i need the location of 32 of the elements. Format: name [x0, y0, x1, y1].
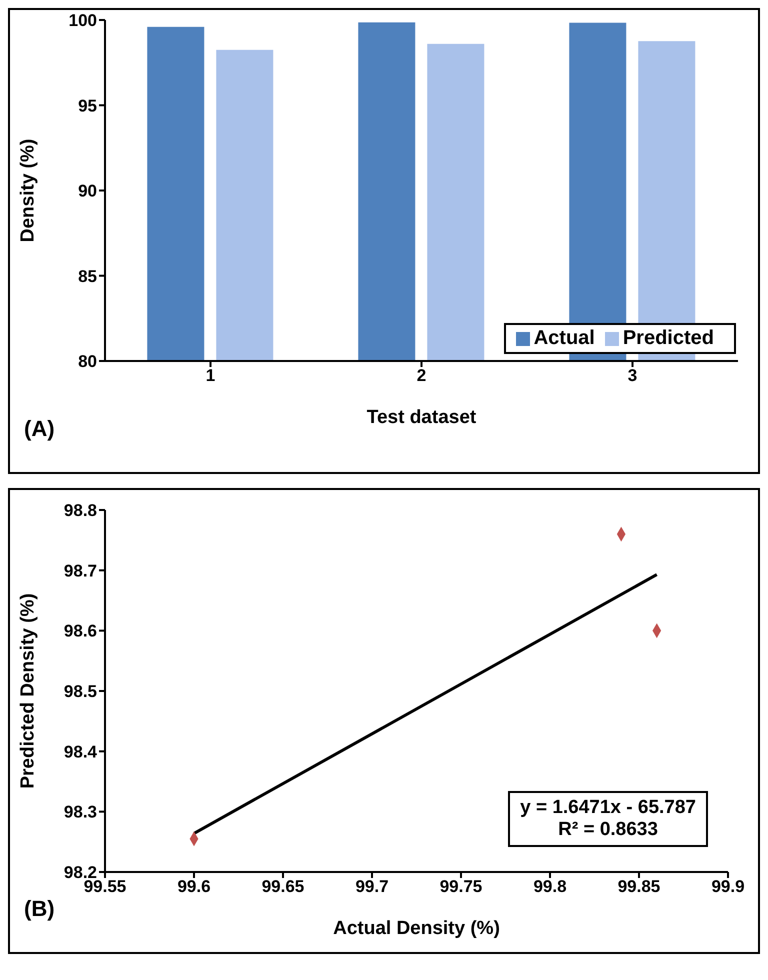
x-tick-label: 99.75: [440, 877, 482, 896]
y-tick-label: 98.5: [64, 682, 97, 702]
y-tick-label: 85: [78, 266, 97, 286]
x-tick-label: 2: [416, 366, 426, 386]
x-tick-label: 99.9: [711, 877, 745, 896]
y-tick-label: 98.4: [64, 742, 98, 762]
annotation: R² = 0.8633: [557, 819, 659, 841]
y-tick-label: 98.6: [64, 622, 97, 641]
legend-label: Actual: [534, 327, 595, 349]
x-tick-label: 99.65: [262, 877, 304, 896]
x-tick-label: 99.85: [618, 877, 660, 896]
y-tick-label: 95: [78, 96, 97, 116]
y-tick-label: 98.3: [64, 802, 97, 822]
x-axis-title: Test dataset: [366, 407, 477, 428]
text: (B): [24, 896, 55, 922]
y-tick-label: 80: [78, 352, 97, 372]
annotation: y = 1.6471x - 65.787: [520, 797, 696, 819]
x-tick-label: 3: [628, 366, 638, 386]
y-axis-title: Density (%): [18, 138, 39, 242]
x-tick-label: 99.55: [84, 877, 126, 896]
y-tick-label: 90: [78, 182, 97, 201]
legend-label: Predicted: [622, 327, 714, 349]
x-tick-label: 1: [206, 366, 216, 386]
x-tick-label: 99.6: [177, 877, 211, 896]
y-tick-label: 98.8: [64, 501, 97, 520]
x-axis-title: Actual Density (%): [333, 918, 500, 939]
y-tick-label: 100: [68, 11, 97, 30]
y-tick-label: 98.7: [64, 561, 97, 580]
y-axis-title: Predicted Density (%): [18, 593, 39, 789]
x-tick-label: 99.8: [533, 877, 567, 896]
text: (A): [24, 416, 55, 442]
x-tick-label: 99.7: [355, 877, 389, 896]
